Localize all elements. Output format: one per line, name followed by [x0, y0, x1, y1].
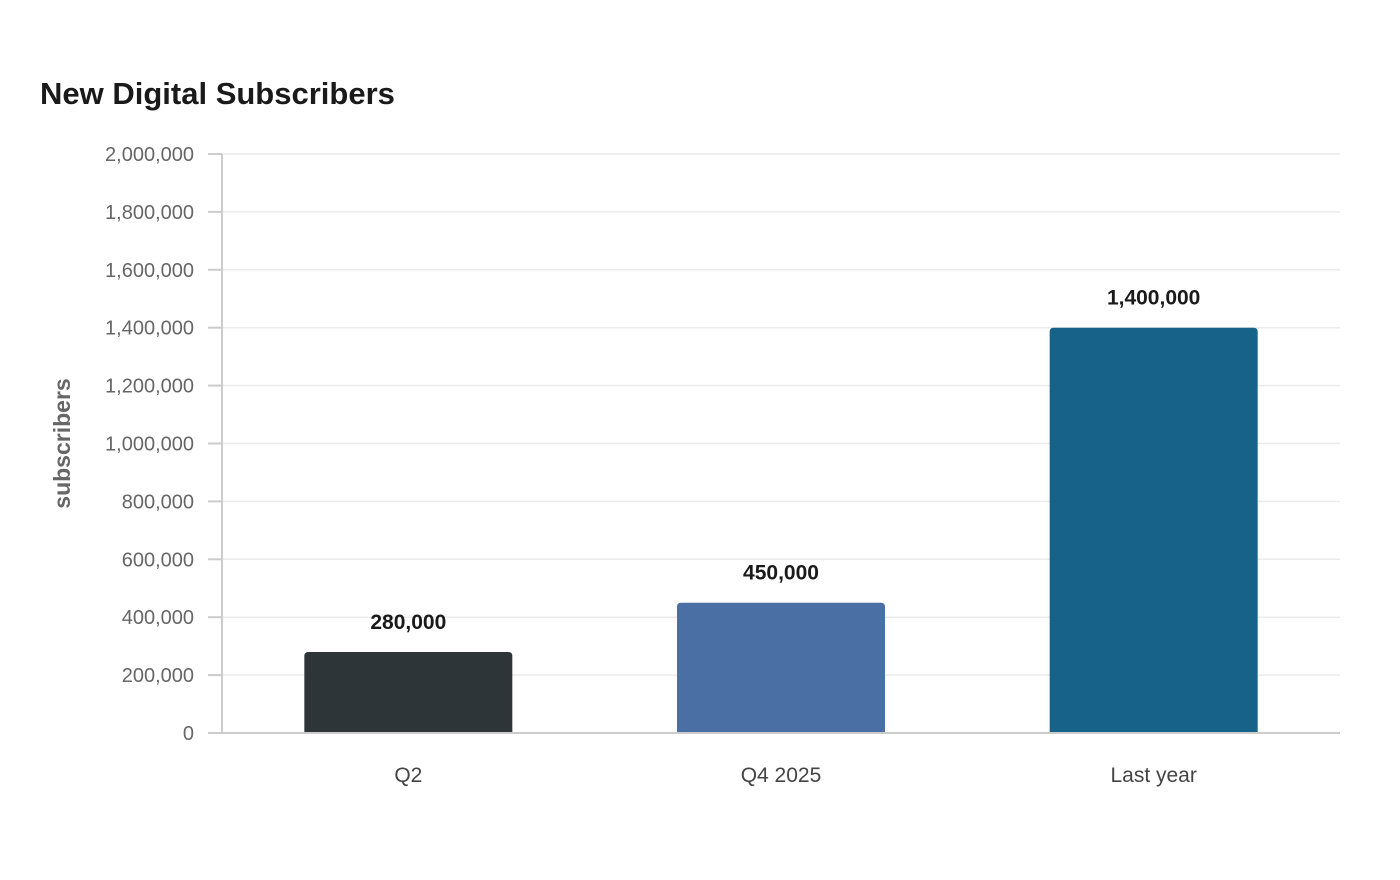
y-tick-label: 0 [183, 723, 194, 745]
bars [304, 327, 1258, 733]
x-tick-label: Q4 2025 [741, 764, 822, 787]
axes [208, 153, 1340, 734]
bar-2[interactable] [677, 602, 885, 733]
chart-title: New Digital Subscribers [40, 76, 395, 111]
data-label: 280,000 [370, 611, 446, 634]
x-tick-label: Q2 [394, 764, 422, 787]
data-label: 450,000 [743, 562, 819, 585]
bar-3[interactable] [1049, 327, 1258, 733]
x-tick-label: Last year [1110, 764, 1196, 787]
y-tick-label: 1,800,000 [105, 202, 194, 224]
labels: 0 200,000 400,000 600,000 800,000 1,000,000 1,… [105, 144, 1200, 787]
bar-1[interactable] [304, 651, 513, 733]
y-axis-title: subscribers [49, 378, 75, 508]
y-tick-label: 400,000 [122, 607, 194, 629]
data-label: 1,400,000 [1107, 287, 1200, 310]
y-tick-label: 1,400,000 [105, 318, 194, 340]
y-tick-label: 600,000 [122, 549, 194, 571]
y-tick-label: 200,000 [122, 665, 194, 687]
y-tick-label: 1,600,000 [105, 260, 194, 282]
y-tick-label: 800,000 [122, 491, 194, 513]
y-tick-label: 2,000,000 [105, 144, 194, 166]
y-tick-label: 1,000,000 [105, 434, 194, 456]
y-tick-label: 1,200,000 [105, 376, 194, 398]
